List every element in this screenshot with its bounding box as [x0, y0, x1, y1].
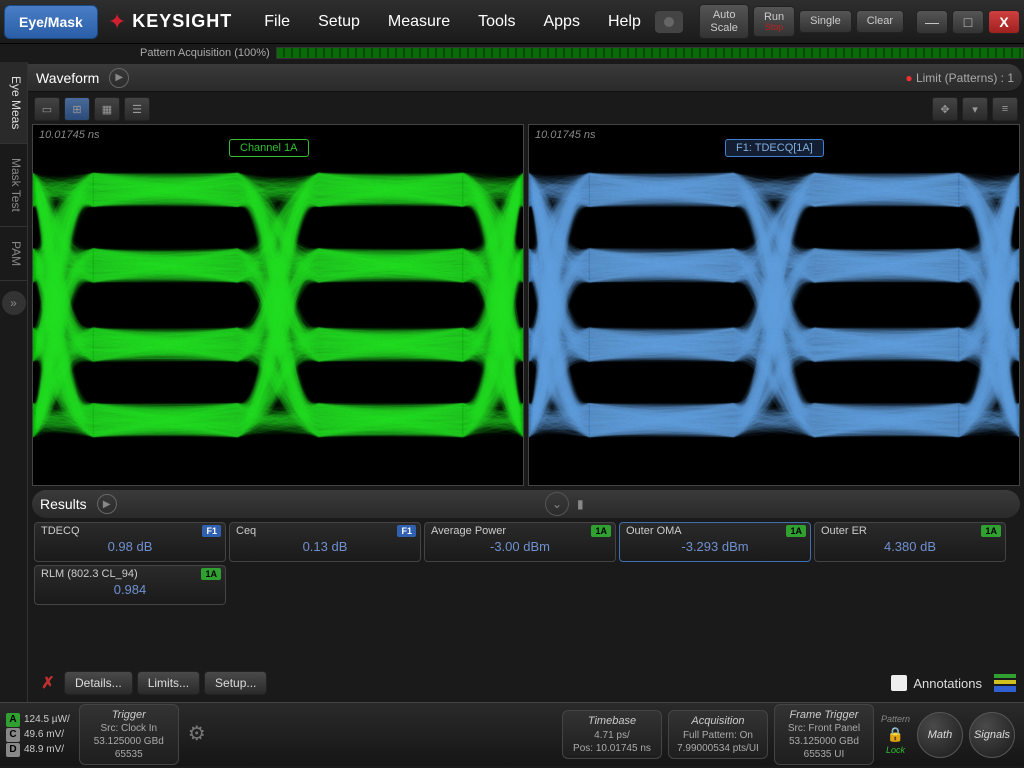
limits-button[interactable]: Limits... — [137, 671, 200, 695]
eye-panel-left[interactable]: 10.01745 ns Channel 1A — [32, 124, 524, 486]
pattern-acq-label: Pattern Acquisition — [140, 47, 231, 59]
single-button[interactable]: Single — [799, 10, 852, 32]
screenshot-icon[interactable] — [655, 11, 683, 33]
result-cell[interactable]: Outer ER1A4.380 dB — [814, 522, 1006, 562]
results-play-icon[interactable]: ▶ — [97, 494, 117, 514]
waveform-toolbar: ▭ ⊞ ▦ ☰ ✥ ▾ ≡ — [28, 94, 1024, 124]
run-stop-button[interactable]: RunStop — [753, 6, 795, 38]
results-header: Results ▶ ⌄ ▮ — [32, 490, 1020, 518]
menu-help[interactable]: Help — [608, 13, 641, 31]
menu-setup[interactable]: Setup — [318, 13, 360, 31]
menu-measure[interactable]: Measure — [388, 13, 450, 31]
channel-d-icon: D — [6, 743, 20, 757]
timestamp-right: 10.01745 ns — [535, 129, 596, 141]
result-cell[interactable]: CeqF10.13 dB — [229, 522, 421, 562]
close-icon[interactable]: X — [988, 10, 1020, 34]
menu-file[interactable]: File — [264, 13, 290, 31]
frame-trigger-info[interactable]: Frame Trigger Src: Front Panel 53.125000… — [774, 704, 874, 765]
math-button[interactable]: Math — [917, 712, 963, 758]
mode-button[interactable]: Eye/Mask — [4, 5, 98, 39]
tab-eye-meas[interactable]: Eye Meas — [0, 62, 27, 144]
pin-icon[interactable]: ▮ — [577, 497, 584, 511]
acquisition-info[interactable]: Acquisition Full Pattern: On 7.99000534 … — [668, 710, 768, 758]
details-button[interactable]: Details... — [64, 671, 133, 695]
annotations-legend-icon — [994, 674, 1016, 692]
results-title: Results — [40, 496, 87, 512]
clear-button[interactable]: Clear — [856, 10, 904, 32]
delete-result-icon[interactable]: ✗ — [36, 673, 60, 693]
results-collapse-icon[interactable]: ⌄ — [545, 492, 569, 516]
limit-info: ● Limit (Patterns) : 1 — [905, 71, 1014, 85]
keysight-logo-icon: ✦ — [108, 9, 126, 35]
trigger-info[interactable]: Trigger Src: Clock In 53.125000 GBd 6553… — [79, 704, 179, 765]
pattern-acq-percent: (100%) — [234, 47, 269, 59]
result-cell[interactable]: Outer OMA1A-3.293 dBm — [619, 522, 811, 562]
menu-apps[interactable]: Apps — [543, 13, 579, 31]
result-cell[interactable]: Average Power1A-3.00 dBm — [424, 522, 616, 562]
timestamp-left: 10.01745 ns — [39, 129, 100, 141]
gear-icon[interactable]: ⚙ — [188, 721, 216, 749]
waveform-title: Waveform — [36, 70, 99, 86]
maximize-icon[interactable]: □ — [952, 10, 984, 34]
menu-tools[interactable]: Tools — [478, 13, 515, 31]
waveform-header: Waveform ▶ ● Limit (Patterns) : 1 — [28, 64, 1022, 92]
pan-tool-icon[interactable]: ✥ — [932, 97, 958, 121]
lock-status: Pattern 🔒 Lock — [881, 714, 910, 755]
layout-stack-icon[interactable]: ☰ — [124, 97, 150, 121]
minimize-icon[interactable]: — — [916, 10, 948, 34]
pattern-progress-bar — [276, 47, 1024, 59]
results-grid: TDECQF10.98 dBCeqF10.13 dBAverage Power1… — [28, 520, 1024, 611]
setup-button[interactable]: Setup... — [204, 671, 267, 695]
tab-mask-test[interactable]: Mask Test — [0, 144, 27, 227]
layout-single-icon[interactable]: ▭ — [34, 97, 60, 121]
channel-badge-right[interactable]: F1: TDECQ[1A] — [725, 139, 824, 157]
menu-bar: Eye/Mask ✦ KEYSIGHT File Setup Measure T… — [0, 0, 1024, 44]
channel-a-icon: A — [6, 713, 20, 727]
annotations-checkbox[interactable] — [891, 675, 907, 691]
result-cell[interactable]: TDECQF10.98 dB — [34, 522, 226, 562]
brand-label: KEYSIGHT — [132, 11, 232, 32]
bottom-bar: A124.5 µW/ C49.6 mV/ D48.9 mV/ Trigger S… — [0, 702, 1024, 766]
eye-panel-right[interactable]: 10.01745 ns F1: TDECQ[1A] — [528, 124, 1020, 486]
expand-tabs-icon[interactable]: » — [2, 291, 26, 315]
channel-stack[interactable]: A124.5 µW/ C49.6 mV/ D48.9 mV/ — [6, 713, 70, 757]
channel-c-icon: C — [6, 728, 20, 742]
tab-pam[interactable]: PAM — [0, 227, 27, 281]
result-cell[interactable]: RLM (802.3 CL_94)1A0.984 — [34, 565, 226, 605]
timebase-info[interactable]: Timebase 4.71 ps/ Pos: 10.01745 ns — [562, 710, 662, 758]
annotations-toggle[interactable]: Annotations — [891, 674, 1016, 692]
layout-split-icon[interactable]: ⊞ — [64, 97, 90, 121]
layout-quad-icon[interactable]: ▦ — [94, 97, 120, 121]
waveform-play-icon[interactable]: ▶ — [109, 68, 129, 88]
side-tabs: Eye Meas Mask Test PAM » — [0, 62, 28, 702]
signals-button[interactable]: Signals — [969, 712, 1015, 758]
pan-dropdown-icon[interactable]: ▾ — [962, 97, 988, 121]
channel-badge-left[interactable]: Channel 1A — [229, 139, 309, 157]
hamburger-menu-icon[interactable]: ≡ — [992, 97, 1018, 121]
results-buttons: ✗ Details... Limits... Setup... Annotati… — [28, 667, 1024, 699]
lock-icon: 🔒 — [887, 726, 904, 743]
pattern-acquisition-bar: Pattern Acquisition (100%) — [0, 44, 1024, 62]
auto-scale-button[interactable]: AutoScale — [699, 4, 749, 38]
